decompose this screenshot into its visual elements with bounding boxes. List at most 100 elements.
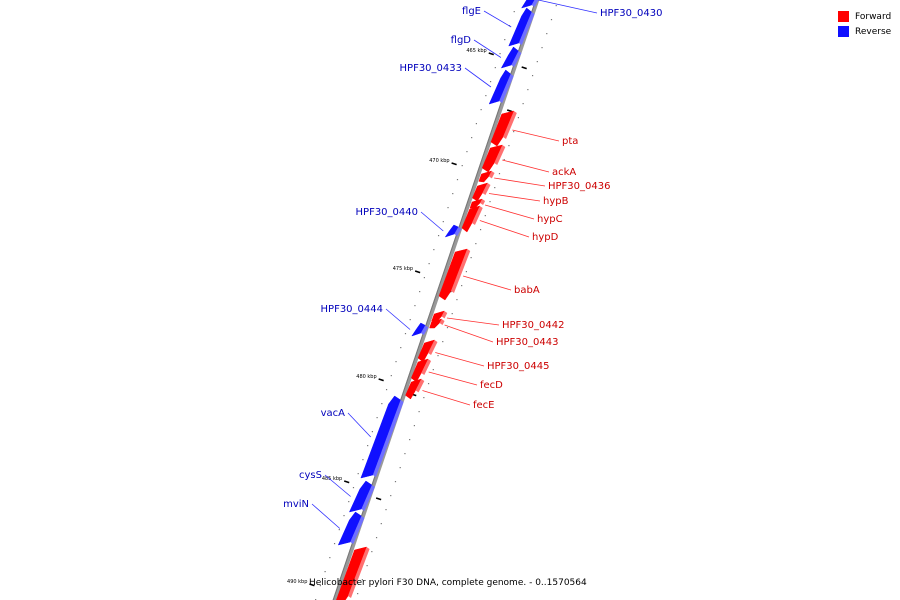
minor-tick <box>480 109 482 111</box>
gene-label-leader <box>435 352 485 367</box>
gene-label-babA: babA <box>514 285 540 296</box>
gene-label-leader <box>428 371 478 386</box>
gene-arrow-HPF30_0430 <box>521 0 535 9</box>
gene-arrow-flgD <box>500 46 519 69</box>
minor-tick <box>343 515 345 517</box>
gene-label-HPF30_0444: HPF30_0444 <box>321 304 383 315</box>
gene-label-hypC: hypC <box>537 214 563 225</box>
minor-tick <box>423 277 425 279</box>
gene-arrow-fecD <box>411 358 429 383</box>
minor-tick <box>385 509 387 511</box>
minor-tick <box>475 243 477 245</box>
gene-arrow-hypC <box>469 198 483 209</box>
major-tick <box>309 583 315 587</box>
gene-arrow-babA <box>438 248 468 301</box>
gene-arrow-HPF30_0445 <box>417 339 435 363</box>
minor-tick <box>466 151 468 153</box>
gene-label-HPF30_0430: HPF30_0430 <box>600 8 662 19</box>
minor-tick <box>461 285 463 287</box>
gene-arrow-cysS <box>348 480 373 513</box>
gene-arrow-shade <box>499 74 514 103</box>
minor-tick <box>395 361 397 363</box>
minor-tick <box>414 305 416 307</box>
gene-label-leader <box>538 0 598 14</box>
gene-arrow-shade <box>451 249 471 293</box>
minor-tick <box>442 221 444 223</box>
minor-tick <box>447 207 449 209</box>
reverse-swatch <box>838 26 849 37</box>
minor-tick <box>550 19 553 21</box>
minor-tick <box>461 165 463 167</box>
minor-tick <box>513 11 515 13</box>
minor-tick <box>485 95 487 97</box>
minor-tick <box>494 187 496 189</box>
minor-tick <box>399 467 401 469</box>
minor-tick <box>531 75 534 77</box>
gene-label-pta: pta <box>562 136 578 147</box>
gene-arrow-shade <box>350 516 365 544</box>
minor-tick <box>508 145 510 147</box>
minor-tick <box>427 383 430 385</box>
gene-label-HPF30_0442: HPF30_0442 <box>502 320 564 331</box>
gene-label-leader <box>347 412 372 438</box>
minor-tick <box>376 417 378 419</box>
forward-swatch <box>838 11 849 22</box>
minor-tick <box>471 137 473 139</box>
gene-label-fecE: fecE <box>473 400 495 411</box>
gene-label-vacA: vacA <box>321 408 346 419</box>
minor-tick <box>428 263 430 265</box>
minor-tick <box>338 529 340 531</box>
minor-tick <box>536 61 538 63</box>
minor-tick <box>541 47 543 49</box>
gene-arrow-HPF30_0433 <box>488 69 511 105</box>
minor-tick <box>357 593 359 595</box>
minor-tick <box>456 299 458 301</box>
gene-label-leader <box>502 159 550 173</box>
gene-label-HPF30_0443: HPF30_0443 <box>496 337 558 348</box>
gene-arrow-shade <box>441 311 448 319</box>
gene-label-ackA: ackA <box>552 167 576 178</box>
major-tick <box>521 66 527 70</box>
genome-title: Helicobacter pylori F30 DNA, complete ge… <box>309 578 587 588</box>
gene-label-leader <box>464 67 492 88</box>
gene-label-leader <box>311 503 341 529</box>
gene-label-leader <box>324 474 351 497</box>
gene-arrow-mviN <box>337 511 362 546</box>
gene-arrow-fecE <box>405 378 422 400</box>
gene-arrow-HPF30_0443 <box>429 318 443 329</box>
minor-tick <box>489 81 492 83</box>
minor-tick <box>479 229 482 231</box>
gene-label-leader <box>494 177 546 187</box>
major-tick <box>378 378 384 382</box>
minor-tick <box>361 579 363 581</box>
scale-label: 490 kbp <box>287 579 307 585</box>
gene-label-fecD: fecD <box>480 380 503 391</box>
gene-arrow-hypD <box>461 205 481 233</box>
minor-tick <box>404 333 407 335</box>
minor-tick <box>475 123 477 125</box>
minor-tick <box>390 375 392 377</box>
minor-tick <box>465 271 467 273</box>
minor-tick <box>432 369 434 371</box>
gene-label-leader <box>484 204 535 220</box>
minor-tick <box>409 319 411 321</box>
minor-tick <box>498 173 501 175</box>
legend-label-forward: Forward <box>855 11 892 22</box>
minor-tick <box>324 571 326 573</box>
gene-arrow-shade <box>488 171 495 179</box>
scale-label: 480 kbp <box>356 374 376 380</box>
minor-tick <box>352 487 355 489</box>
minor-tick <box>503 159 505 161</box>
scale-label: 465 kbp <box>466 48 486 54</box>
gene-label-leader <box>483 10 512 28</box>
minor-tick <box>390 495 392 497</box>
scale-label: 485 kbp <box>322 476 342 482</box>
legend: Forward Reverse <box>838 9 891 39</box>
minor-tick <box>367 445 369 447</box>
legend-label-reverse: Reverse <box>855 26 892 37</box>
gene-arrow-shade <box>518 12 535 45</box>
minor-tick <box>329 557 331 559</box>
gene-arrow-hypB <box>472 182 488 202</box>
minor-tick <box>513 131 515 133</box>
minor-tick <box>348 501 350 503</box>
